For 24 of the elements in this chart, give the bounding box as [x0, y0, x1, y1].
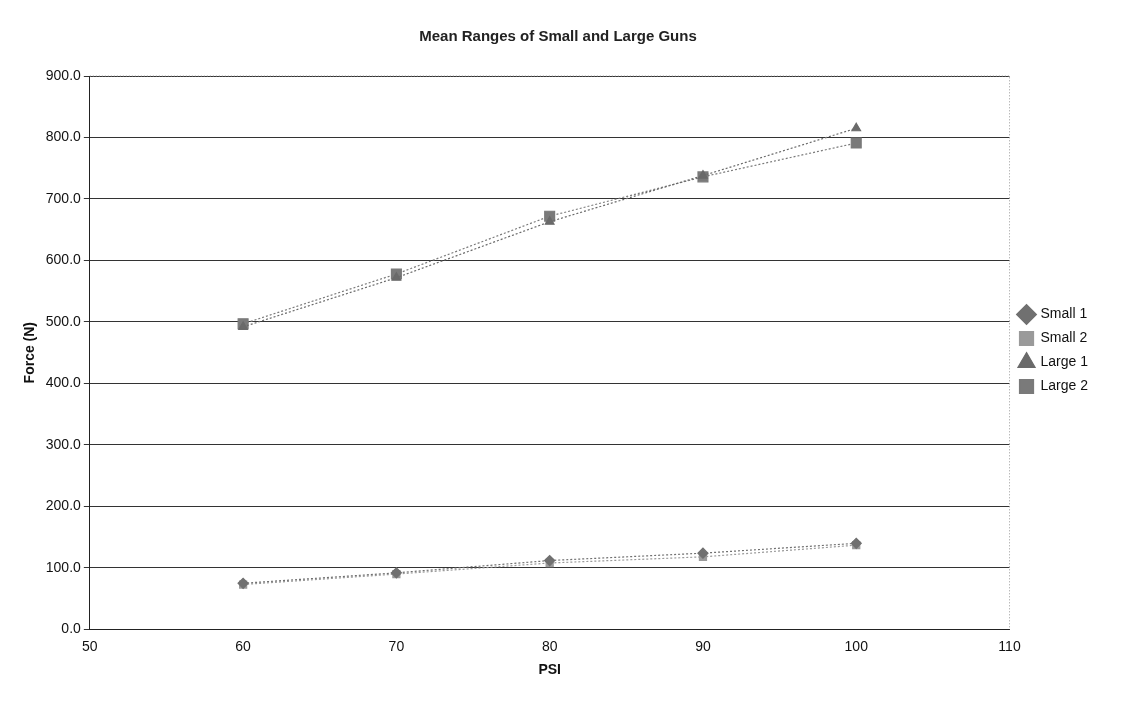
y-tick-label: 300.0	[45, 435, 82, 452]
legend-label: Small 1	[1040, 305, 1088, 322]
chart-title: Mean Ranges of Small and Large Guns	[419, 27, 697, 45]
legend-label: Large 2	[1040, 377, 1089, 394]
x-tick-label: 60	[235, 637, 252, 654]
y-tick-label: 700.0	[45, 189, 82, 206]
y-tick-label: 200.0	[45, 497, 82, 514]
y-tick-label: 100.0	[45, 558, 82, 575]
y-tick-label: 900.0	[45, 66, 82, 83]
x-tick-label: 80	[541, 637, 558, 654]
legend-label: Large 1	[1040, 353, 1089, 370]
x-tick-label: 100	[844, 637, 869, 654]
y-axis-title: Force (N)	[21, 321, 38, 384]
y-tick-label: 400.0	[45, 374, 82, 391]
x-tick-label: 90	[695, 637, 711, 654]
x-tick-label: 50	[82, 637, 98, 654]
x-axis-title: PSI	[538, 661, 561, 678]
y-tick-label: 800.0	[45, 128, 82, 145]
y-tick-label: 0.0	[61, 620, 82, 637]
legend-label: Small 2	[1040, 329, 1088, 346]
x-tick-label: 70	[388, 637, 405, 654]
y-tick-label: 500.0	[45, 312, 82, 329]
y-tick-label: 600.0	[45, 251, 82, 268]
x-tick-label: 110	[998, 637, 1021, 654]
